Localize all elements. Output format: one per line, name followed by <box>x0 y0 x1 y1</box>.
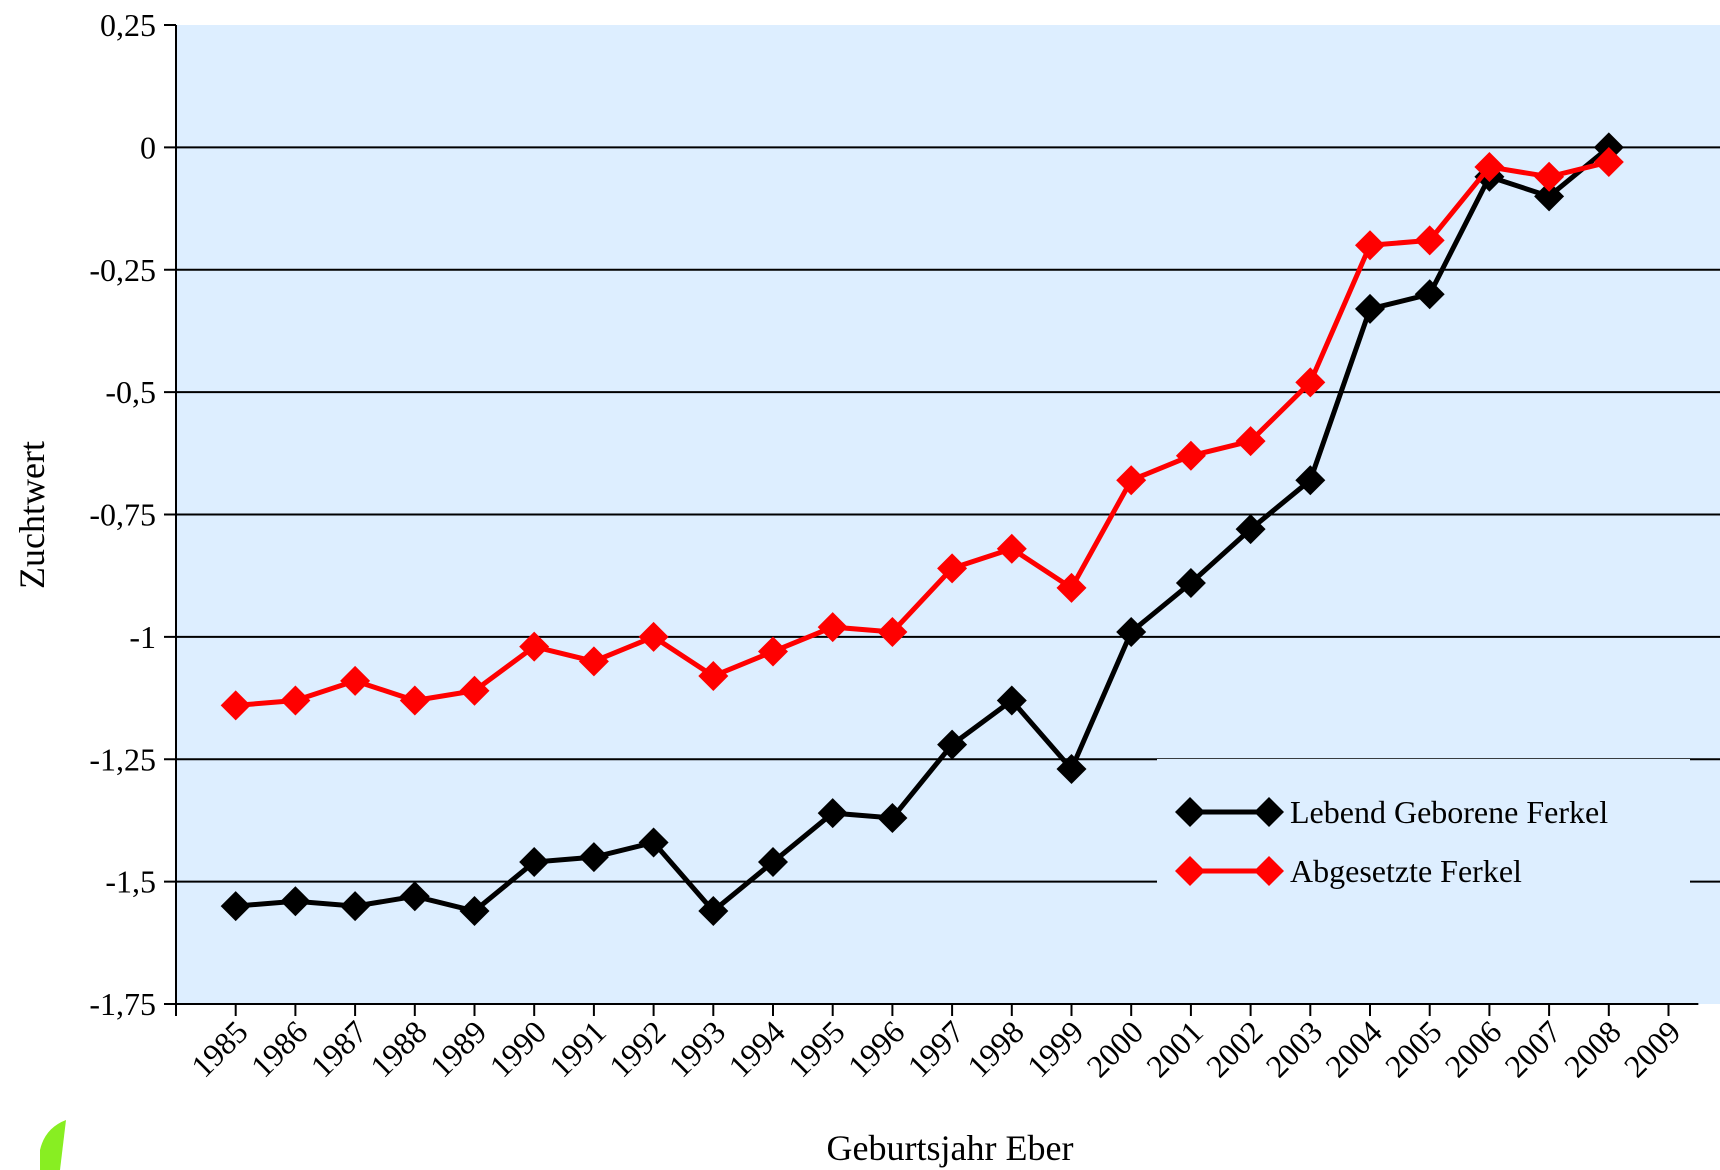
data-point <box>937 553 968 584</box>
x-tick-label: 1991 <box>542 1013 613 1084</box>
data-point <box>1235 514 1266 545</box>
data-point <box>578 646 609 677</box>
data-point <box>459 895 490 926</box>
data-point <box>638 621 669 652</box>
data-point <box>399 685 430 716</box>
data-point <box>280 886 311 917</box>
x-tick-label: 2001 <box>1139 1013 1210 1084</box>
data-point <box>519 631 550 662</box>
data-point <box>996 685 1027 716</box>
y-tick-label: -0,5 <box>105 374 156 410</box>
y-tick-label: -0,25 <box>89 252 156 288</box>
data-point <box>578 842 609 873</box>
y-tick-label: -0,75 <box>89 497 156 533</box>
data-point <box>1534 181 1565 212</box>
x-tick-label: 2008 <box>1557 1013 1628 1084</box>
x-axis-label: Geburtsjahr Eber <box>827 1128 1074 1168</box>
data-point <box>817 612 848 643</box>
data-point <box>758 847 788 878</box>
data-point <box>698 661 729 692</box>
x-tick-label: 2006 <box>1438 1013 1509 1084</box>
y-tick-label: -1,5 <box>105 864 156 900</box>
x-tick-label: 1989 <box>423 1013 494 1084</box>
y-tick-label: -1,75 <box>89 986 156 1022</box>
x-tick-label: 2000 <box>1079 1013 1150 1084</box>
x-tick-label: 1988 <box>363 1013 434 1084</box>
x-tick-label: 1990 <box>482 1013 553 1084</box>
x-tick-label: 1999 <box>1020 1013 1091 1084</box>
data-point <box>519 847 550 878</box>
x-tick-label: 2002 <box>1199 1013 1270 1084</box>
x-tick-label: 1986 <box>244 1013 315 1084</box>
x-tick-label: 1996 <box>841 1013 912 1084</box>
x-tick-label: 1987 <box>303 1013 374 1084</box>
data-point <box>1474 151 1505 182</box>
data-point <box>1175 568 1206 599</box>
x-tick-label: 1985 <box>184 1013 255 1084</box>
legend-marker <box>1175 797 1205 827</box>
data-point <box>1355 293 1385 324</box>
x-tick-label: 1995 <box>781 1013 852 1084</box>
legend-marker <box>1175 856 1205 886</box>
data-point <box>937 729 968 760</box>
data-point <box>996 533 1027 564</box>
legend-label: Abgesetzte Ferkel <box>1290 853 1522 889</box>
data-point <box>817 798 848 829</box>
x-tick-label: 1998 <box>960 1013 1031 1084</box>
legend-box <box>1157 759 1690 883</box>
data-point <box>399 881 430 912</box>
decoration <box>40 1120 66 1170</box>
y-tick-label: 0 <box>140 129 156 165</box>
y-tick-label: 0,25 <box>100 7 156 43</box>
data-point <box>1414 279 1445 310</box>
data-point <box>220 891 251 922</box>
x-tick-label: 2007 <box>1497 1013 1568 1084</box>
data-point <box>459 675 490 706</box>
data-point <box>280 685 311 716</box>
y-tick-label: -1 <box>129 619 156 655</box>
data-point <box>698 895 729 926</box>
data-point <box>1414 225 1445 256</box>
data-point <box>877 616 908 647</box>
y-tick-label: -1,25 <box>89 741 156 777</box>
data-point <box>340 891 371 922</box>
data-point <box>877 802 908 833</box>
x-tick-label: 1993 <box>662 1013 733 1084</box>
x-tick-label: 2005 <box>1378 1013 1449 1084</box>
data-point <box>638 827 669 858</box>
y-axis-label: Zuchtwert <box>12 441 52 589</box>
x-tick-label: 1994 <box>721 1013 792 1084</box>
data-point <box>1295 465 1326 496</box>
data-point <box>1355 230 1385 261</box>
data-point <box>1116 465 1147 496</box>
x-tick-label: 2003 <box>1259 1013 1330 1084</box>
data-point <box>1534 161 1565 192</box>
data-point <box>758 636 788 667</box>
data-point <box>1593 147 1624 178</box>
x-tick-label: 2004 <box>1318 1013 1389 1084</box>
legend-marker <box>1254 856 1284 886</box>
x-tick-label: 1992 <box>602 1013 673 1084</box>
data-point <box>1056 572 1087 603</box>
data-point <box>1175 440 1206 471</box>
data-point <box>1295 367 1326 398</box>
data-point <box>340 665 371 696</box>
x-tick-label: 2009 <box>1617 1013 1688 1084</box>
data-point <box>1235 426 1266 457</box>
data-point <box>1056 754 1087 785</box>
data-point <box>220 690 251 721</box>
legend-marker <box>1254 797 1284 827</box>
data-point <box>1116 616 1147 647</box>
legend-label: Lebend Geborene Ferkel <box>1290 794 1608 830</box>
x-tick-label: 1997 <box>900 1013 971 1084</box>
